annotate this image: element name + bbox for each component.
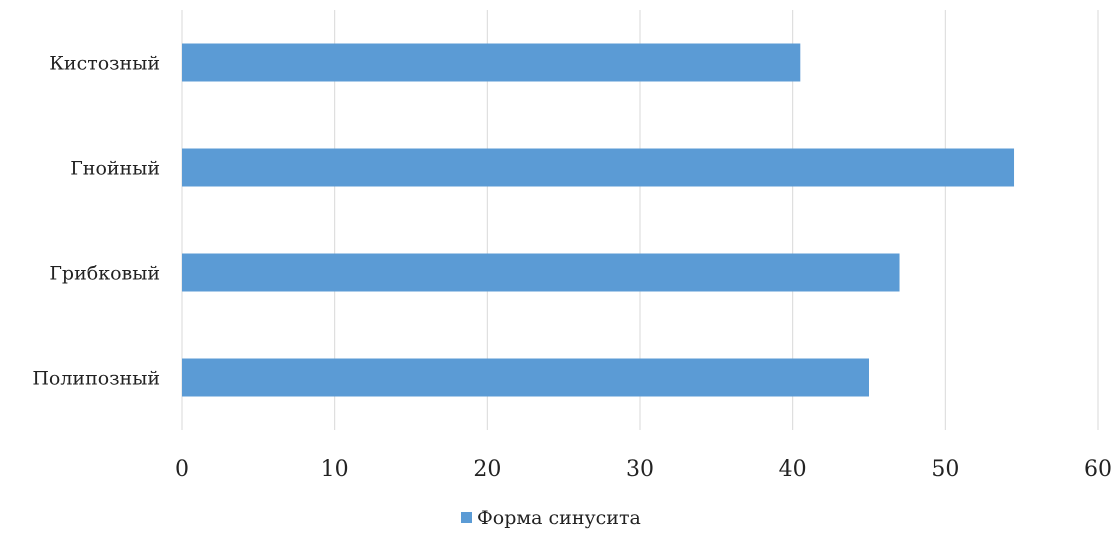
x-tick-label: 40 [779, 457, 807, 482]
legend-label: Форма синусита [477, 507, 641, 529]
x-tick-label: 10 [321, 457, 349, 482]
legend-swatch [461, 512, 472, 523]
category-labels: Кистозный Гнойный Грибковый Полипозный [32, 53, 160, 390]
bar [182, 148, 1015, 187]
x-tick-label: 20 [473, 457, 501, 482]
category-label: Полипозный [32, 368, 160, 390]
category-label: Кистозный [49, 53, 160, 75]
bar [182, 358, 869, 397]
x-tick-label: 0 [175, 457, 189, 482]
category-label: Гнойный [70, 158, 160, 180]
bars [182, 43, 1015, 397]
category-label: Грибковый [49, 263, 160, 285]
legend: Форма синусита [461, 507, 641, 529]
bar [182, 43, 801, 82]
x-tick-labels: 0 10 20 30 40 50 60 [175, 457, 1112, 482]
bar [182, 253, 900, 292]
x-tick-label: 50 [931, 457, 959, 482]
x-tick-label: 60 [1084, 457, 1112, 482]
x-tick-label: 30 [626, 457, 654, 482]
